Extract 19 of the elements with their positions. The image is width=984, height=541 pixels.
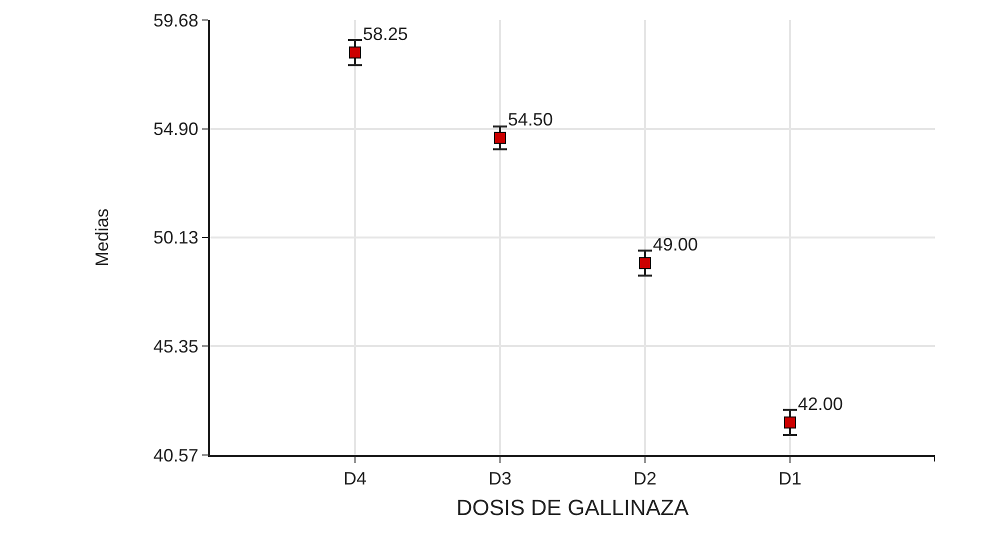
y-axis-title: Medias — [92, 208, 112, 267]
x-axis-title: DOSIS DE GALLINAZA — [456, 495, 689, 520]
data-label: 42.00 — [798, 394, 843, 414]
y-tick-label: 50.13 — [153, 228, 198, 248]
data-label: 49.00 — [652, 234, 698, 255]
y-tick-label: 59.68 — [153, 10, 198, 30]
point — [784, 416, 796, 428]
y-tick-label: 45.35 — [153, 336, 198, 356]
point — [639, 257, 651, 270]
point — [349, 46, 361, 59]
x-tick-label: D2 — [633, 468, 657, 489]
y-tick-label: 54.90 — [153, 119, 198, 140]
x-tick-label: D3 — [488, 468, 512, 489]
x-tick-label: D4 — [343, 468, 367, 489]
data-label: 58.25 — [362, 24, 408, 44]
data-label: 54.50 — [508, 110, 553, 130]
y-tick-label: 40.57 — [153, 445, 198, 466]
point — [494, 132, 506, 144]
x-tick-label: D1 — [778, 468, 802, 489]
